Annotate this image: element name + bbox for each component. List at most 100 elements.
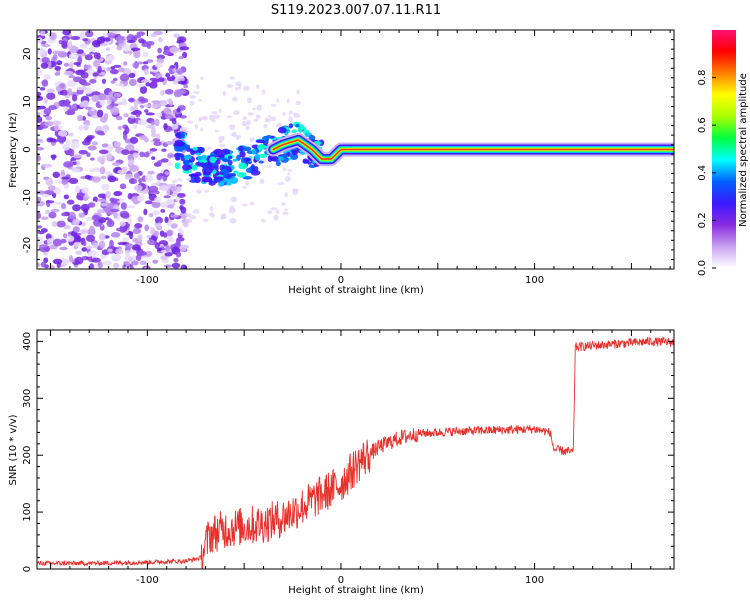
heatmap-cell	[229, 76, 235, 80]
heatmap-cell	[121, 98, 127, 106]
heatmap-cell	[179, 204, 184, 210]
heatmap-cell	[189, 215, 197, 220]
heatmap-cell	[37, 190, 46, 195]
heatmap-cell	[258, 160, 264, 164]
heatmap-cell	[232, 110, 240, 116]
heatmap-cell	[169, 46, 179, 54]
heatmap-cell	[249, 137, 255, 142]
heatmap-cell	[165, 141, 175, 145]
heatmap-cell	[296, 89, 300, 95]
heatmap-cell	[133, 200, 139, 205]
heatmap-cell	[45, 178, 54, 186]
top-ylabel: Frequency (Hz)	[8, 112, 19, 188]
colorbar-tick-label: 0.0	[697, 260, 708, 276]
heatmap-cell	[123, 113, 129, 118]
heatmap-cell	[48, 211, 57, 219]
heatmap-cell	[46, 92, 56, 100]
heatmap-cell	[275, 160, 281, 167]
heatmap-cell	[255, 114, 261, 120]
heatmap-cell	[172, 118, 177, 125]
heatmap-cell	[91, 141, 99, 146]
heatmap-cell	[78, 124, 84, 131]
heatmap-cell	[218, 108, 222, 113]
heatmap-cell	[83, 87, 93, 95]
heatmap-cell	[56, 60, 63, 66]
heatmap-cell	[180, 264, 187, 269]
heatmap-cell	[133, 184, 143, 191]
heatmap-cell	[93, 263, 99, 269]
heatmap-cell	[176, 185, 182, 192]
heatmap-cell	[123, 61, 128, 66]
heatmap-cell	[143, 208, 148, 216]
heatmap-cell	[113, 210, 118, 219]
heatmap-cell	[51, 154, 56, 161]
heatmap-cell	[37, 236, 44, 244]
heatmap-cell	[144, 224, 150, 232]
heatmap-cell	[177, 227, 183, 232]
heatmap-cell	[160, 255, 168, 261]
heatmap-cell	[77, 114, 84, 122]
heatmap-cell	[111, 162, 121, 166]
heatmap-cell	[54, 72, 61, 76]
heatmap-cell	[129, 78, 137, 87]
heatmap-cell	[229, 205, 235, 212]
heatmap-cell	[98, 93, 107, 101]
heatmap-cell	[37, 111, 41, 117]
snr-panel: -100 0 100 0 100 200 300 400 Height of straight…	[8, 329, 675, 596]
heatmap-cell	[132, 152, 139, 159]
heatmap-cell	[214, 129, 220, 133]
heatmap-cell	[128, 178, 138, 185]
heatmap-cell	[282, 211, 289, 216]
heatmap-cell	[220, 168, 229, 174]
heatmap-cell	[82, 197, 89, 202]
heatmap-cell	[88, 46, 96, 52]
heatmap-cell	[233, 170, 239, 174]
heatmap-cell	[267, 114, 271, 119]
heatmap-cell	[112, 77, 118, 82]
heatmap-cell	[122, 213, 129, 219]
heatmap-cell	[157, 247, 163, 252]
x-tick-label: -100	[136, 275, 159, 286]
heatmap-cell	[40, 62, 49, 69]
heatmap-cell	[245, 125, 250, 131]
spectrogram-heatmap	[37, 30, 674, 269]
heatmap-cell	[101, 143, 109, 148]
heatmap-cell	[198, 118, 202, 122]
heatmap-cell	[60, 258, 70, 265]
heatmap-cell	[103, 37, 111, 42]
heatmap-cell	[170, 223, 178, 229]
heatmap-cell	[100, 183, 110, 191]
heatmap-cell	[79, 31, 86, 39]
heatmap-cell	[127, 97, 136, 103]
heatmap-cell	[40, 216, 49, 220]
heatmap-cell	[256, 104, 262, 111]
heatmap-cell	[175, 75, 185, 79]
heatmap-cell	[171, 179, 178, 184]
heatmap-cell	[160, 89, 165, 96]
heatmap-cell	[75, 250, 82, 255]
heatmap-cell	[54, 124, 59, 132]
heatmap-cell	[236, 134, 242, 139]
heatmap-cell	[37, 69, 43, 77]
heatmap-cell	[158, 101, 168, 107]
heatmap-cell	[263, 123, 268, 129]
heatmap-cell	[113, 64, 122, 68]
heatmap-cell	[185, 212, 192, 218]
heatmap-cell	[287, 172, 291, 176]
heatmap-cell	[71, 104, 77, 109]
heatmap-cell	[123, 44, 131, 52]
heatmap-cell	[176, 177, 183, 182]
heatmap-cell	[242, 116, 248, 121]
heatmap-cell	[295, 100, 301, 106]
heatmap-cell	[198, 99, 203, 102]
heatmap-cell	[63, 62, 70, 67]
heatmap-cell	[164, 264, 173, 268]
heatmap-cell	[68, 148, 75, 157]
heatmap-cell	[75, 185, 81, 194]
heatmap-cell	[117, 169, 126, 174]
heatmap-cell	[132, 228, 142, 235]
bottom-ylabel: SNR (10 * v/v)	[8, 414, 19, 485]
heatmap-cell	[179, 198, 186, 205]
heatmap-cell	[143, 104, 152, 108]
top-xlabel: Height of straight line (km)	[288, 285, 424, 296]
